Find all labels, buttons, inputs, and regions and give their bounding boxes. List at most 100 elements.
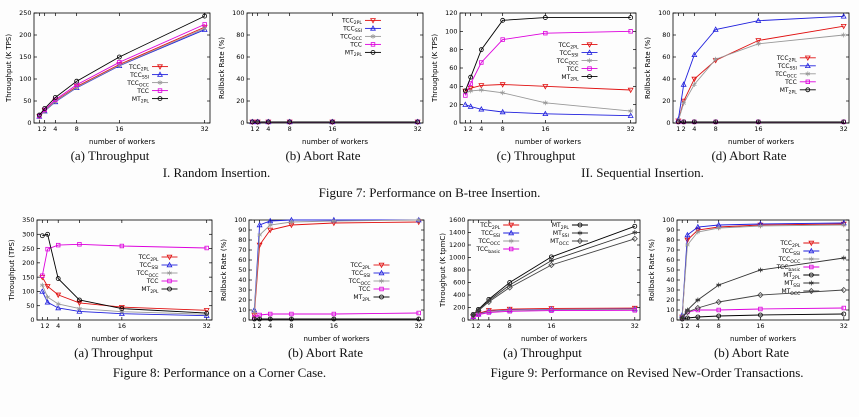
svg-text:0: 0 (670, 316, 674, 324)
svg-text:16: 16 (754, 125, 762, 133)
figure-8-charts-row: 0 50 100 150 200 250 300 350 1 2 4 8 16 32 number of w… (2, 215, 437, 343)
svg-text:16: 16 (330, 322, 338, 330)
figure-7-subcaptions: (a) Throughput (b) Abort Rate (c) Throug… (2, 146, 857, 164)
svg-text:TCC2PL: TCC2PL (128, 64, 149, 73)
svg-text:MT2PL: MT2PL (131, 96, 149, 105)
svg-text:60: 60 (449, 64, 457, 72)
svg-text:60: 60 (236, 53, 244, 61)
svg-text:1: 1 (253, 322, 257, 330)
svg-text:2: 2 (685, 322, 689, 330)
svg-text:250: 250 (23, 245, 35, 253)
svg-text:number of workers: number of workers (92, 335, 158, 343)
svg-text:MT2PL: MT2PL (779, 87, 797, 96)
svg-text:1: 1 (471, 322, 475, 330)
svg-text:Throughput (TPS): Throughput (TPS) (8, 239, 16, 302)
svg-text:32: 32 (631, 322, 639, 330)
svg-text:8: 8 (78, 322, 82, 330)
svg-text:TCCbasic: TCCbasic (476, 246, 501, 255)
svg-text:16: 16 (541, 125, 549, 133)
subcaption-7a: (a) Throughput (70, 148, 150, 163)
svg-text:50: 50 (666, 266, 674, 274)
svg-text:16: 16 (547, 322, 555, 330)
svg-text:20: 20 (662, 97, 670, 105)
svg-text:70: 70 (239, 246, 247, 254)
chart-neworder-abort-rate: 0 10 20 30 40 50 60 70 80 90 100 1 2 4 8 16 32 number of … (647, 215, 856, 343)
svg-text:300: 300 (23, 230, 35, 238)
svg-text:TCCSSI: TCCSSI (558, 50, 578, 59)
chart-corner-case-throughput: 0 50 100 150 200 250 300 350 1 2 4 8 16 32 number of w… (7, 215, 219, 343)
svg-text:MT2PL: MT2PL (344, 50, 362, 59)
svg-text:TCC: TCC (146, 278, 159, 285)
svg-text:4: 4 (487, 322, 491, 330)
svg-text:0: 0 (461, 316, 465, 324)
svg-text:40: 40 (449, 83, 457, 91)
svg-text:0: 0 (666, 119, 670, 127)
svg-text:100: 100 (662, 216, 674, 224)
svg-text:4: 4 (266, 125, 270, 133)
svg-text:100: 100 (23, 288, 35, 296)
figure-9-subcaptions: (a) Throughput (b) Abort Rate (437, 343, 857, 361)
svg-text:1: 1 (676, 125, 680, 133)
svg-text:16: 16 (115, 125, 123, 133)
svg-text:1400: 1400 (449, 229, 466, 237)
svg-text:TCC2PL: TCC2PL (479, 222, 500, 231)
svg-text:MTOCC: MTOCC (781, 288, 800, 297)
svg-text:MTSSI: MTSSI (553, 230, 569, 239)
svg-text:MTOCC: MTOCC (550, 238, 569, 247)
svg-text:600: 600 (453, 279, 465, 287)
svg-text:10: 10 (239, 306, 247, 314)
subcaption-9a: (a) Throughput (503, 345, 582, 360)
subcaption-8a: (a) Throughput (74, 345, 153, 360)
figure-8-subcaptions: (a) Throughput (b) Abort Rate (2, 343, 437, 361)
svg-text:90: 90 (239, 226, 247, 234)
svg-text:50: 50 (23, 97, 31, 105)
chart-btree-sequential-throughput: 0 20 40 60 80 100 120 1 2 4 8 16 32 number of workers… (430, 8, 643, 146)
figure-8-block: 0 50 100 150 200 250 300 350 1 2 4 8 16 32 number of w… (2, 215, 437, 381)
svg-text:8: 8 (290, 322, 294, 330)
chart-neworder-throughput: 0 200 400 600 800 1000 1200 1400 1600 1 2 4 8 16 32 num… (438, 215, 647, 343)
svg-text:150: 150 (23, 273, 35, 281)
figure-7-charts-row: 0 50 100 150 200 250 1 2 4 8 16 32 number of workers… (2, 8, 857, 146)
svg-text:TCC2PL: TCC2PL (350, 262, 371, 271)
figure-9-caption: Figure 9: Performance on Revised New-Ord… (490, 365, 804, 380)
svg-text:TCC2PL: TCC2PL (138, 254, 159, 263)
svg-text:Rollback Rate (%): Rollback Rate (%) (648, 239, 656, 301)
svg-text:4: 4 (696, 322, 700, 330)
svg-text:32: 32 (413, 125, 421, 133)
chart-btree-sequential-abort-rate: 0 20 40 60 80 100 1 2 4 8 16 32 number of workers Rol… (643, 8, 856, 146)
figure-9-block: 0 200 400 600 800 1000 1200 1400 1600 1 2 4 8 16 32 num… (437, 215, 857, 381)
svg-text:number of workers: number of workers (521, 335, 587, 343)
svg-text:TCCSSI: TCCSSI (351, 270, 371, 279)
svg-text:TCCSSI: TCCSSI (139, 262, 159, 271)
svg-text:number of workers: number of workers (304, 335, 370, 343)
svg-text:2: 2 (681, 125, 685, 133)
svg-text:100: 100 (232, 9, 244, 17)
svg-text:200: 200 (23, 259, 35, 267)
svg-text:20: 20 (449, 101, 457, 109)
svg-text:8: 8 (287, 125, 291, 133)
svg-text:4: 4 (269, 322, 273, 330)
chart-corner-case-abort-rate: 0 10 20 30 40 50 60 70 80 90 100 1 2 4 8 16 32 number of … (219, 215, 431, 343)
svg-text:TCC: TCC (784, 79, 797, 86)
svg-text:40: 40 (666, 276, 674, 284)
svg-text:30: 30 (239, 286, 247, 294)
svg-text:MT2PL: MT2PL (561, 74, 579, 83)
svg-text:70: 70 (666, 246, 674, 254)
svg-text:TCCSSI: TCCSSI (480, 230, 500, 239)
svg-text:50: 50 (239, 266, 247, 274)
svg-text:MT2PL: MT2PL (142, 286, 160, 295)
svg-text:400: 400 (453, 291, 465, 299)
svg-text:32: 32 (626, 125, 634, 133)
svg-text:number of workers: number of workers (88, 138, 154, 146)
group-label-random-insertion: I. Random Insertion. (162, 165, 271, 180)
svg-text:16: 16 (756, 322, 764, 330)
svg-text:2: 2 (255, 125, 259, 133)
svg-text:100: 100 (445, 28, 457, 36)
subcaption-8b: (b) Abort Rate (287, 345, 364, 360)
svg-text:TCC2PL: TCC2PL (341, 18, 362, 27)
svg-text:4: 4 (53, 125, 57, 133)
subcaption-9b: (b) Abort Rate (713, 345, 790, 360)
svg-text:Rollback Rate (%): Rollback Rate (%) (218, 37, 226, 99)
svg-text:TCCSSI: TCCSSI (129, 72, 149, 81)
